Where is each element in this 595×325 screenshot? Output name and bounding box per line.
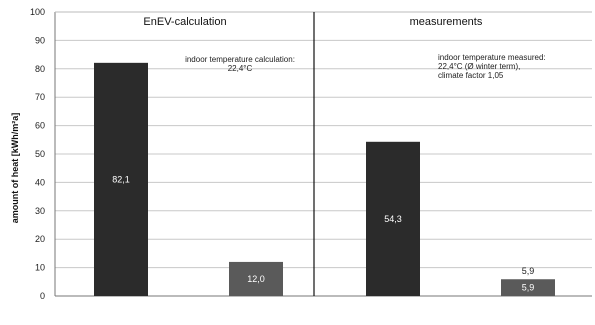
bar-value-label-above: 5,9	[522, 266, 535, 276]
y-tick-label: 20	[35, 234, 45, 244]
y-tick-label: 10	[35, 263, 45, 273]
bar-value-label: 54,3	[384, 214, 402, 224]
panel-title: EnEV-calculation	[143, 16, 226, 28]
y-tick-label: 60	[35, 121, 45, 131]
y-tick-label: 30	[35, 206, 45, 216]
panels: EnEV-calculation indoor temperature calcu…	[94, 16, 555, 296]
panel-note-line: indoor temperature calculation:	[185, 55, 295, 64]
bar	[501, 279, 555, 296]
y-tick-label: 70	[35, 92, 45, 102]
y-tick-label: 40	[35, 177, 45, 187]
panel-1: EnEV-calculation indoor temperature calcu…	[94, 16, 295, 296]
y-tick-label: 0	[40, 291, 45, 301]
y-tick-label: 100	[30, 7, 45, 17]
panel-title: measurements	[410, 16, 483, 28]
y-tick-label: 80	[35, 64, 45, 74]
panel-2: measurements indoor temperature measured:…	[366, 16, 555, 296]
y-axis-label: amount of heat [kWh/m²a]	[10, 113, 20, 224]
y-tick-label: 50	[35, 149, 45, 159]
panel-note-line: indoor temperature measured:	[438, 53, 546, 62]
panel-note-line: 22,4°C	[228, 64, 253, 73]
panel-note-line: climate factor 1,05	[438, 71, 504, 80]
bar-value-label: 5,9	[522, 283, 535, 293]
bar	[94, 62, 148, 296]
bar-value-label: 12,0	[247, 274, 265, 284]
y-tick-label: 90	[35, 35, 45, 45]
panel-note-line: 22,4°C (Ø winter term),	[438, 62, 520, 71]
bar	[229, 261, 283, 296]
bar-value-label: 82,1	[112, 174, 130, 184]
y-axis-ticks: 0 10 20 30 40 50 60 70 80 90 100	[30, 7, 45, 301]
bar	[366, 141, 420, 296]
